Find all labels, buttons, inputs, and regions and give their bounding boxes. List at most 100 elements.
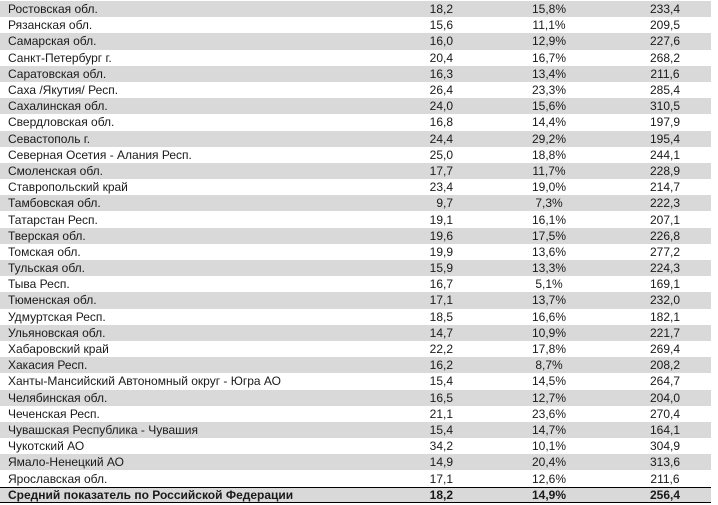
percent-cell: 15,8% xyxy=(531,2,567,17)
table-row: Челябинская обл. 16,5 12,7% 204,0 xyxy=(0,389,711,406)
value2-cell: 227,6 xyxy=(649,34,681,49)
region-name-cell: Санкт-Петербург г. xyxy=(8,50,112,65)
value-cell: 16,0 xyxy=(429,34,453,49)
region-name-cell: Томская обл. xyxy=(8,244,81,259)
value2-cell: 233,4 xyxy=(649,2,681,17)
percent-cell: 12,9% xyxy=(531,34,567,49)
value2-cell: 224,3 xyxy=(649,261,681,276)
table-row: Татарстан Респ. 19,1 16,1% 207,1 xyxy=(0,211,711,228)
table-row: Рязанская обл. 15,6 11,1% 209,5 xyxy=(0,17,711,34)
percent-cell: 7,3% xyxy=(535,196,563,211)
value-cell: 23,4 xyxy=(429,180,453,195)
percent-cell: 15,6% xyxy=(531,99,567,114)
value2-cell: 264,7 xyxy=(649,374,681,389)
table-row: Хакасия Респ. 16,2 8,7% 208,2 xyxy=(0,357,711,374)
value2-cell: 285,4 xyxy=(649,83,681,98)
region-name-cell: Смоленская обл. xyxy=(8,163,103,178)
percent-cell: 12,6% xyxy=(531,471,567,486)
percent-cell: 17,5% xyxy=(531,228,567,243)
percent-cell: 16,6% xyxy=(531,309,567,324)
region-name-cell: Чукотский АО xyxy=(8,439,85,454)
table-row: Самарская обл. 16,0 12,9% 227,6 xyxy=(0,33,711,50)
value-cell: 21,1 xyxy=(429,406,453,421)
value2-cell: 195,4 xyxy=(649,131,681,146)
value-cell: 26,4 xyxy=(429,83,453,98)
table-row: Чувашская Республика - Чувашия 15,4 14,7% 1… xyxy=(0,421,711,439)
table-row: Ханты-Мансийский Автономный округ - Югра… xyxy=(0,373,711,390)
percent-cell: 23,6% xyxy=(531,406,567,421)
table-row: Санкт-Петербург г. 20,4 16,7% 268,2 xyxy=(0,49,711,66)
region-name-cell: Самарская обл. xyxy=(8,34,97,49)
table-row: Ямало-Ненецкий АО 14,9 20,4% 313,6 xyxy=(0,454,711,471)
region-name-cell: Тверская обл. xyxy=(8,228,86,243)
percent-cell: 14,5% xyxy=(531,374,567,389)
value2-cell: 204,0 xyxy=(649,390,681,405)
value-cell: 14,7 xyxy=(429,325,453,340)
value2-cell: 222,3 xyxy=(649,196,681,211)
percent-cell: 12,7% xyxy=(531,390,567,405)
value-cell: 15,4 xyxy=(429,374,453,389)
percent-cell: 13,6% xyxy=(531,244,567,259)
value-cell: 19,6 xyxy=(429,228,453,243)
percent-cell: 11,7% xyxy=(532,163,566,178)
region-name-cell: Челябинская обл. xyxy=(8,390,108,405)
percent-cell: 13,4% xyxy=(531,66,567,81)
value-cell: 16,8 xyxy=(429,115,453,130)
percent-cell: 10,1% xyxy=(531,439,567,454)
percent-cell: 16,1% xyxy=(531,212,567,227)
percent-cell: 29,2% xyxy=(531,131,567,146)
value2-cell: 211,6 xyxy=(650,66,680,81)
value-cell: 18,5 xyxy=(429,309,453,324)
value2-cell: 228,9 xyxy=(649,163,681,178)
value-cell: 18,2 xyxy=(429,2,453,17)
percent-cell: 23,3% xyxy=(531,83,567,98)
region-name-cell: Саха /Якутия/ Респ. xyxy=(8,83,119,98)
percent-cell: 13,7% xyxy=(531,293,567,308)
value-cell: 17,1 xyxy=(429,471,453,486)
region-name-cell: Тыва Респ. xyxy=(8,277,70,292)
value2-cell: 270,4 xyxy=(649,406,681,421)
table-row: Ярославская обл. 17,1 12,6% 211,6 xyxy=(0,470,711,487)
region-name-cell: Тюменская обл. xyxy=(8,293,97,308)
value-cell: 9,7 xyxy=(436,196,453,211)
region-name-cell: Ямало-Ненецкий АО xyxy=(8,455,124,470)
table-row: Тюменская обл. 17,1 13,7% 232,0 xyxy=(0,292,711,309)
region-name-cell: Сахалинская обл. xyxy=(8,99,108,114)
value2-cell: 214,7 xyxy=(649,180,681,195)
table-row: Саха /Якутия/ Респ. 26,4 23,3% 285,4 xyxy=(0,81,711,99)
value-cell: 25,0 xyxy=(429,147,453,162)
value2-cell: 208,2 xyxy=(649,358,681,373)
table-row-total: Средний показатель по Российской Федерац… xyxy=(0,486,711,504)
table-row: Северная Осетия - Алания Респ. 25,0 18,8% 2… xyxy=(0,146,711,163)
region-name-cell: Рязанская обл. xyxy=(8,18,93,33)
value-cell: 19,9 xyxy=(429,244,453,259)
table-row: Удмуртская Респ. 18,5 16,6% 182,1 xyxy=(0,308,711,325)
table-row: Томская обл. 19,9 13,6% 277,2 xyxy=(0,243,711,260)
region-name-cell: Хабаровский край xyxy=(8,342,109,357)
table-row: Свердловская обл. 16,8 14,4% 197,9 xyxy=(0,114,711,131)
value2-cell: 268,2 xyxy=(649,50,681,65)
value2-cell: 304,9 xyxy=(649,439,681,454)
value-cell: 15,4 xyxy=(429,422,453,437)
region-name-cell: Свердловская обл. xyxy=(8,115,115,130)
percent-cell: 10,9% xyxy=(531,325,567,340)
percent-cell: 14,4% xyxy=(531,115,567,130)
percent-cell: 19,0% xyxy=(531,180,567,195)
region-name-cell: Ростовская обл. xyxy=(8,2,98,17)
table-row: Смоленская обл. 17,7 11,7% 228,9 xyxy=(0,162,711,180)
table-row: Тульская обл. 15,9 13,3% 224,3 xyxy=(0,260,711,277)
table-row: Тыва Респ. 16,7 5,1% 169,1 xyxy=(0,276,711,293)
table-row: Ульяновская обл. 14,7 10,9% 221,7 xyxy=(0,324,711,341)
value-cell: 24,0 xyxy=(429,99,453,114)
region-name-cell: Севастополь г. xyxy=(8,131,91,146)
value-cell: 15,9 xyxy=(429,261,453,276)
table-row: Саратовская обл. 16,3 13,4% 211,6 xyxy=(0,65,711,82)
percent-cell: 14,9% xyxy=(531,487,567,502)
percent-cell: 16,7% xyxy=(531,50,567,65)
percent-cell: 14,7% xyxy=(531,422,567,437)
value2-cell: 226,8 xyxy=(649,228,681,243)
percent-cell: 18,8% xyxy=(531,147,567,162)
region-name-cell: Хакасия Респ. xyxy=(8,358,88,373)
value2-cell: 277,2 xyxy=(649,244,681,259)
value2-cell: 197,9 xyxy=(649,115,681,130)
